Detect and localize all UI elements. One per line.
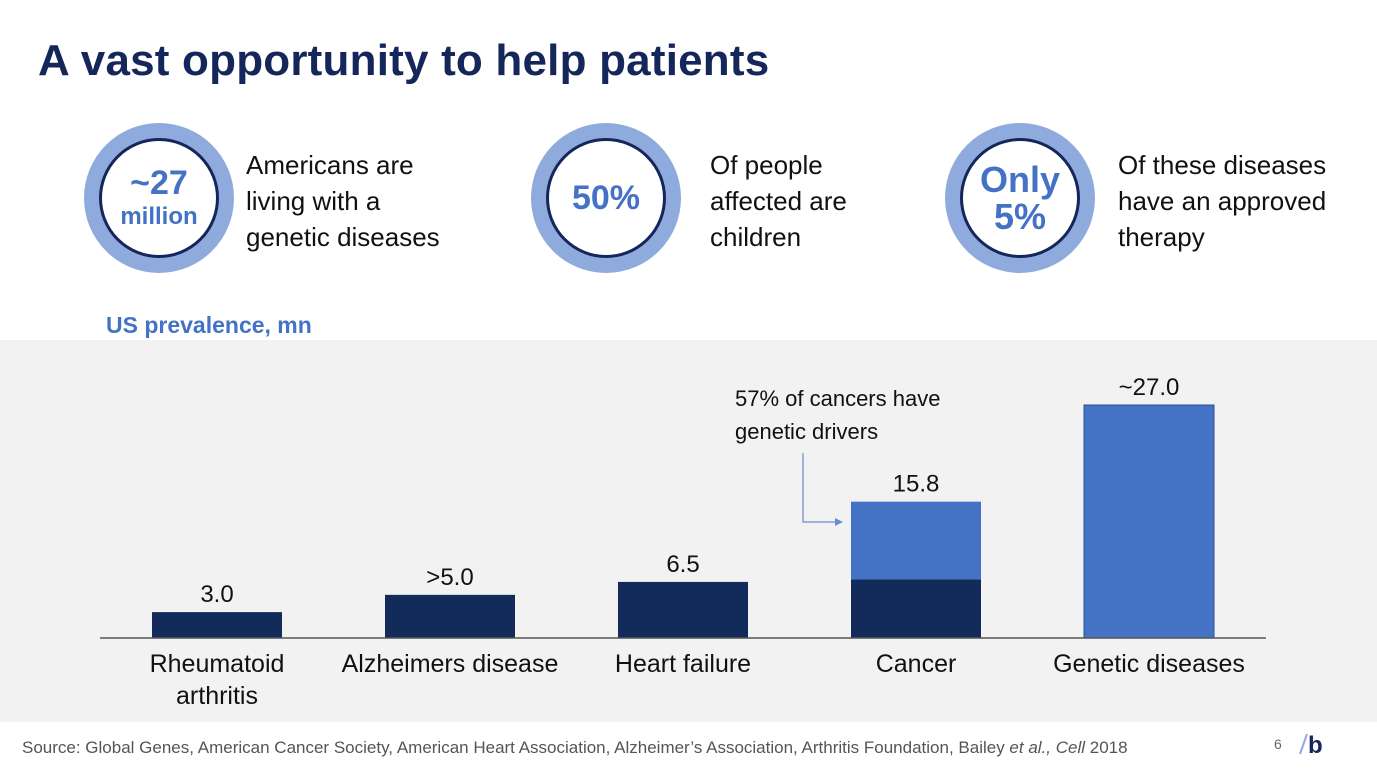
page-title: A vast opportunity to help patients	[38, 36, 770, 85]
source-journal: Cell	[1055, 738, 1086, 757]
source-etal: et al.,	[1009, 738, 1052, 757]
data-label: >5.0	[426, 564, 473, 591]
stat-line: Of these diseases	[1118, 150, 1327, 180]
stat-unit: 5%	[993, 196, 1047, 237]
bar-segment-genetic-cancer	[851, 501, 981, 580]
annotation-arrow-line	[802, 453, 835, 523]
source-footer: Source: Global Genes, American Cancer So…	[22, 738, 1128, 758]
stat-line: therapy	[1118, 222, 1205, 252]
source-year: 2018	[1085, 738, 1128, 757]
stat-circle: ~27 million	[99, 138, 219, 258]
category-label: arthritis	[176, 682, 258, 710]
stat-value: Only	[979, 159, 1060, 200]
annotation-text: genetic drivers	[735, 419, 878, 444]
stat-line: Americans are	[246, 150, 414, 180]
stat-description-approved-therapy: Of these diseases have an approved thera…	[1118, 147, 1326, 255]
stat-ring-children: 50%	[531, 123, 681, 273]
bar	[1083, 404, 1215, 639]
stat-value: 50%	[571, 179, 641, 217]
stat-line: children	[710, 222, 802, 252]
bar	[385, 594, 515, 638]
category-label: Alzheimers disease	[342, 650, 559, 678]
data-label: 6.5	[666, 551, 699, 578]
data-label: 3.0	[200, 581, 233, 608]
svg-text:b: b	[1308, 732, 1323, 758]
data-label: 15.8	[893, 471, 940, 498]
category-label: Rheumatoid	[150, 650, 285, 678]
bar	[618, 581, 748, 638]
prevalence-bar-chart: 3.0 Rheumatoid arthritis >5.0 Alzheimers dis…	[100, 374, 1266, 710]
chart-title: US prevalence, mn	[106, 312, 312, 338]
bar	[152, 612, 282, 638]
stat-description-genetic-count: Americans are living with a genetic dise…	[246, 147, 440, 255]
company-logo: b	[1299, 732, 1323, 758]
data-label: ~27.0	[1119, 374, 1180, 401]
category-label: Genetic diseases	[1053, 650, 1245, 678]
stat-line: genetic diseases	[246, 222, 440, 252]
bar-segment-other-cancer	[851, 579, 981, 638]
stat-line: affected are	[710, 186, 847, 216]
stat-line: have an approved	[1118, 186, 1327, 216]
stat-circle: 50%	[546, 138, 666, 258]
stat-value: ~27	[130, 164, 188, 202]
stat-ring-approved-therapy: Only 5%	[945, 123, 1095, 273]
annotation-arrowhead	[835, 518, 843, 526]
source-text: Source: Global Genes, American Cancer So…	[22, 738, 1010, 757]
category-label: Heart failure	[615, 650, 751, 678]
stat-unit: million	[120, 203, 198, 230]
stat-circle: Only 5%	[960, 138, 1080, 258]
category-label: Cancer	[876, 650, 957, 678]
page-number: 6	[1274, 736, 1282, 752]
stat-line: Of people	[710, 150, 823, 180]
stat-line: living with a	[246, 186, 381, 216]
annotation-text: 57% of cancers have	[735, 386, 940, 411]
stat-ring-genetic-count: ~27 million	[84, 123, 234, 273]
stat-description-children: Of people affected are children	[710, 147, 847, 255]
